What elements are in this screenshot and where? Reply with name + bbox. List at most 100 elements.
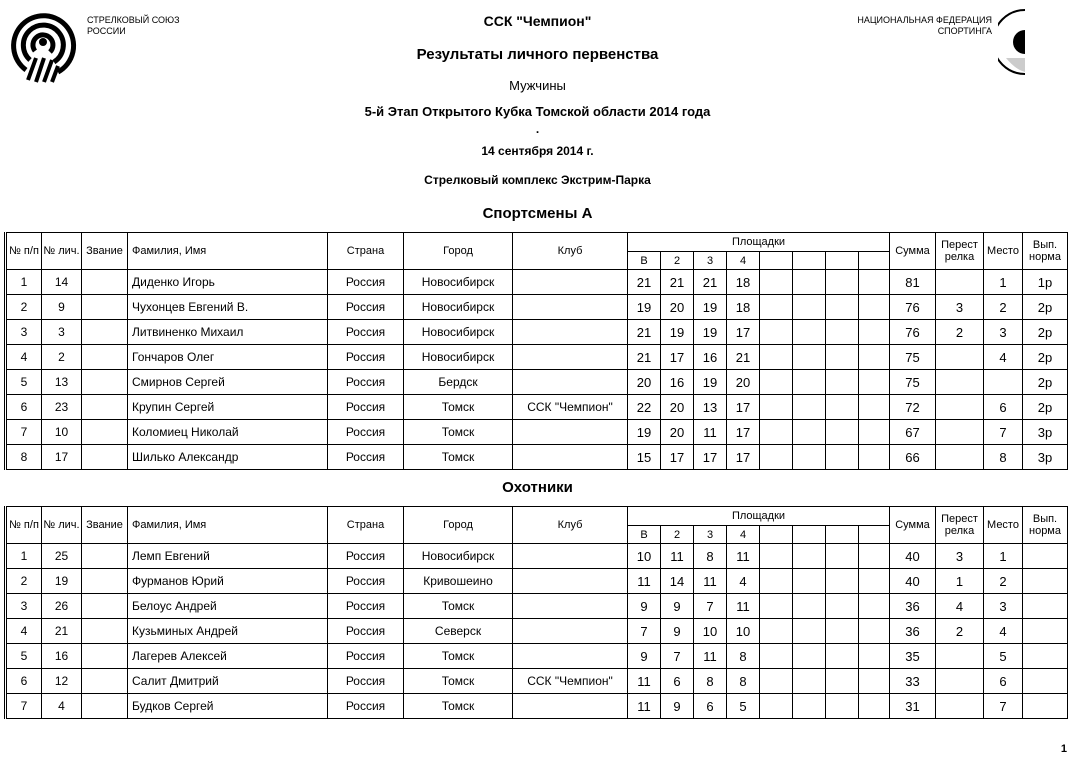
cell-stand-empty [825, 444, 859, 470]
cell-name: Фурманов Юрий [127, 568, 328, 594]
cell-np: 8 [5, 444, 42, 470]
cell-np: 4 [5, 618, 42, 644]
cell-club [512, 568, 628, 594]
cell-norm [1022, 543, 1068, 569]
cell-shootoff [935, 344, 984, 370]
cell-lic: 14 [41, 269, 82, 295]
cell-club [512, 643, 628, 669]
header-stands: Площадки [627, 506, 890, 526]
cell-stand-empty [792, 344, 826, 370]
cell-stand-empty [759, 344, 793, 370]
cell-country: Россия [327, 693, 404, 719]
cell-stand-empty [858, 643, 890, 669]
cell-place: 2 [983, 294, 1023, 320]
header-stand [792, 251, 826, 270]
header-place: Место [983, 232, 1023, 270]
cell-city: Новосибирск [403, 294, 513, 320]
header-stand: 4 [726, 251, 760, 270]
cell-name: Шилько Александр [127, 444, 328, 470]
cell-norm [1022, 568, 1068, 594]
cell-club [512, 319, 628, 345]
cell-stand-score: 19 [627, 294, 661, 320]
cell-shootoff [935, 643, 984, 669]
cell-city: Новосибирск [403, 344, 513, 370]
cell-stand-empty [858, 269, 890, 295]
cell-name: Гончаров Олег [127, 344, 328, 370]
cell-stand-score: 18 [726, 269, 760, 295]
cell-shootoff: 2 [935, 319, 984, 345]
cell-norm: 2р [1022, 394, 1068, 420]
cell-country: Россия [327, 618, 404, 644]
cell-shootoff [935, 369, 984, 395]
cell-stand-score: 20 [660, 419, 694, 445]
shooting-union-logo [11, 13, 77, 83]
header-stand: В [627, 251, 661, 270]
cell-stand-score: 6 [693, 693, 727, 719]
cell-country: Россия [327, 668, 404, 694]
cell-country: Россия [327, 643, 404, 669]
separator-dot: . [535, 122, 540, 136]
cell-lic: 12 [41, 668, 82, 694]
cell-stand-score: 8 [726, 668, 760, 694]
cell-shootoff: 3 [935, 294, 984, 320]
cell-norm [1022, 693, 1068, 719]
cell-city: Новосибирск [403, 543, 513, 569]
header-stand: 4 [726, 525, 760, 544]
cell-country: Россия [327, 444, 404, 470]
cell-rank [81, 344, 128, 370]
cell-stand-empty [759, 294, 793, 320]
cell-norm [1022, 593, 1068, 619]
header-stand [792, 525, 826, 544]
cell-place: 7 [983, 693, 1023, 719]
cell-np: 4 [5, 344, 42, 370]
header-stands: Площадки [627, 232, 890, 252]
cell-stand-score: 9 [660, 618, 694, 644]
cell-name: Смирнов Сергей [127, 369, 328, 395]
cell-stand-empty [792, 444, 826, 470]
table-row: 1 25 Лемп Евгений Россия Новосибирск 10 11 8 11 4… [5, 543, 1068, 569]
cell-stand-empty [825, 618, 859, 644]
cell-stand-score: 11 [726, 593, 760, 619]
cell-stand-empty [858, 444, 890, 470]
header-stand: В [627, 525, 661, 544]
cell-stand-score: 11 [627, 693, 661, 719]
cell-club [512, 269, 628, 295]
cell-place: 3 [983, 593, 1023, 619]
cell-stand-empty [825, 294, 859, 320]
cell-total: 40 [889, 568, 936, 594]
header-stand: 2 [660, 251, 694, 270]
cell-name: Лагерев Алексей [127, 643, 328, 669]
cell-city: Томск [403, 693, 513, 719]
cell-stand-score: 13 [693, 394, 727, 420]
cell-name: Лемп Евгений [127, 543, 328, 569]
header-total: Сумма [889, 506, 936, 544]
cell-stand-score: 7 [693, 593, 727, 619]
cell-club [512, 593, 628, 619]
cell-club [512, 419, 628, 445]
header-country: Страна [327, 232, 404, 270]
cell-city: Новосибирск [403, 269, 513, 295]
cell-norm: 3р [1022, 419, 1068, 445]
header-name: Фамилия, Имя [127, 232, 328, 270]
cell-stand-empty [792, 668, 826, 694]
cell-lic: 16 [41, 643, 82, 669]
cell-rank [81, 593, 128, 619]
cell-lic: 13 [41, 369, 82, 395]
cell-np: 3 [5, 319, 42, 345]
header-name: Фамилия, Имя [127, 506, 328, 544]
cell-total: 76 [889, 319, 936, 345]
cell-stand-score: 4 [726, 568, 760, 594]
header-stand: 2 [660, 525, 694, 544]
cell-stand-empty [759, 643, 793, 669]
cell-stand-score: 17 [660, 444, 694, 470]
cell-np: 5 [5, 369, 42, 395]
cell-place: 8 [983, 444, 1023, 470]
cell-stand-empty [825, 369, 859, 395]
cell-stand-score: 10 [693, 618, 727, 644]
cell-stand-score: 20 [726, 369, 760, 395]
table-row: 7 10 Коломиец Николай Россия Томск 19 20 11 17 67… [5, 419, 1068, 445]
cell-country: Россия [327, 294, 404, 320]
cell-stand-score: 19 [693, 369, 727, 395]
cell-rank [81, 643, 128, 669]
cell-stand-score: 10 [726, 618, 760, 644]
